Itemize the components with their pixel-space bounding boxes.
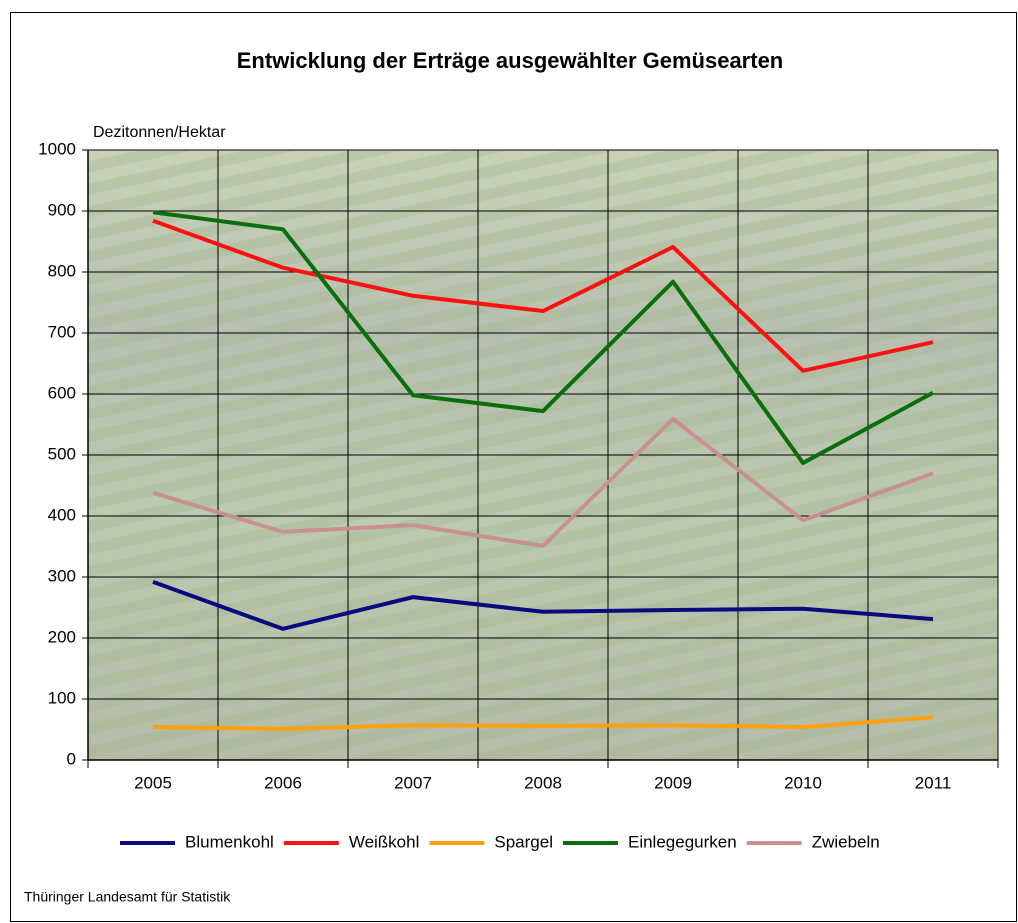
x-tick-label: 2008	[524, 773, 562, 792]
source: Thüringer Landesamt für Statistik	[24, 889, 231, 905]
y-tick-label: 0	[67, 749, 76, 768]
legend-label: Weißkohl	[349, 832, 420, 851]
x-tick-label: 2007	[394, 773, 432, 792]
x-tick-label: 2009	[654, 773, 692, 792]
legend-label: Blumenkohl	[185, 832, 274, 851]
legend-label: Zwiebeln	[812, 832, 880, 851]
chart: Entwicklung der Erträge ausgewählter Gem…	[0, 0, 1018, 923]
y-tick-label: 500	[48, 444, 76, 463]
y-tick-label: 100	[48, 688, 76, 707]
y-tick-label: 1000	[38, 139, 76, 158]
x-tick-label: 2006	[264, 773, 302, 792]
page: Entwicklung der Erträge ausgewählter Gem…	[0, 0, 1018, 923]
y-tick-label: 800	[48, 261, 76, 280]
x-tick-label: 2010	[784, 773, 822, 792]
x-tick-label: 2005	[134, 773, 172, 792]
y-axis-label: Dezitonnen/Hektar	[93, 124, 226, 141]
chart-title: Entwicklung der Erträge ausgewählter Gem…	[237, 48, 784, 73]
y-tick-label: 700	[48, 322, 76, 341]
x-tick-label: 2011	[915, 773, 952, 792]
y-tick-label: 400	[48, 505, 76, 524]
y-tick-label: 200	[48, 627, 76, 646]
legend-label: Einlegegurken	[628, 832, 737, 851]
y-tick-label: 600	[48, 383, 76, 402]
legend-label: Spargel	[494, 832, 553, 851]
y-tick-label: 900	[48, 200, 76, 219]
y-tick-label: 300	[48, 566, 76, 585]
